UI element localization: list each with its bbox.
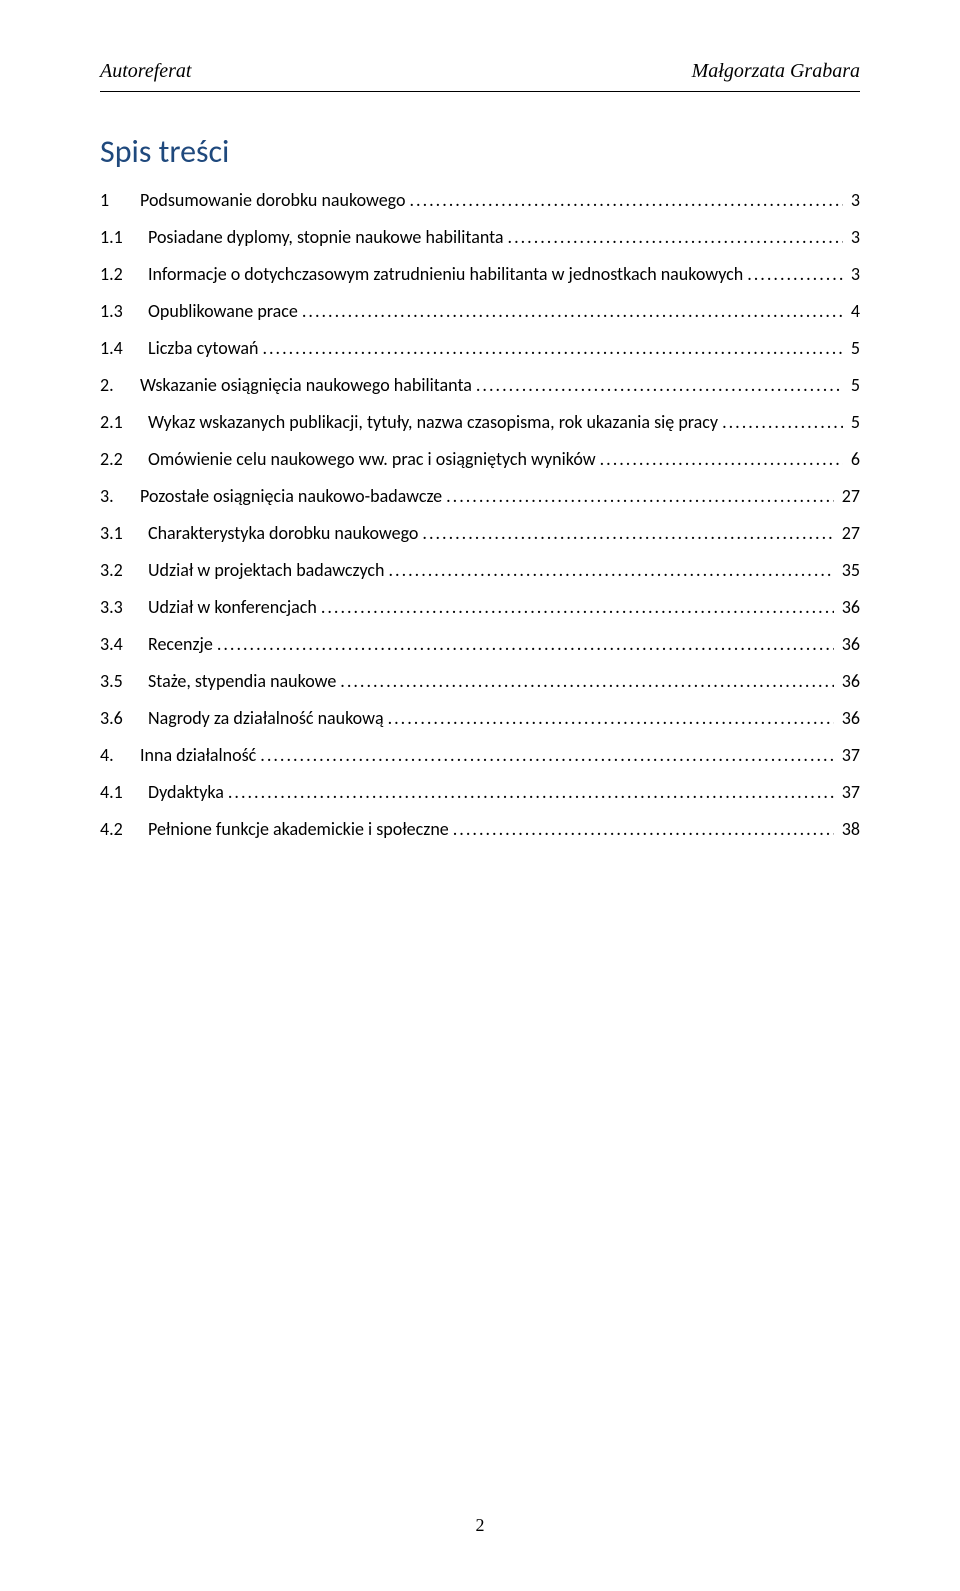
toc-entry: 3.3Udział w konferencjach 36: [100, 596, 860, 618]
toc-entry: 3.2Udział w projektach badawczych 35: [100, 559, 860, 581]
toc-entry-number: 1.2: [100, 263, 148, 285]
toc-entry: 4.2Pełnione funkcje akademickie i społec…: [100, 818, 860, 840]
toc-entry-leader: [747, 263, 843, 285]
toc-title: Spis treści: [100, 132, 860, 171]
toc-entry-page: 3: [847, 263, 860, 285]
toc-entry-page: 36: [838, 670, 860, 692]
toc-entry: 4.1Dydaktyka 37: [100, 781, 860, 803]
toc-entry-number: 3.5: [100, 670, 148, 692]
toc-entry-label: Udział w konferencjach: [148, 596, 317, 618]
toc-entry-page: 5: [847, 374, 860, 396]
toc-entry-label: Omówienie celu naukowego ww. prac i osią…: [148, 448, 596, 470]
toc-entry-label: Staże, stypendia naukowe: [148, 670, 336, 692]
toc-entry-label: Dydaktyka: [148, 781, 224, 803]
toc-entry-label: Pełnione funkcje akademickie i społeczne: [148, 818, 449, 840]
toc-entry-leader: [508, 226, 843, 248]
toc-entry: 3.4Recenzje 36: [100, 633, 860, 655]
toc-entry-label: Informacje o dotychczasowym zatrudnieniu…: [148, 263, 743, 285]
toc-entry-leader: [228, 781, 834, 803]
toc-entry-number: 3.6: [100, 707, 148, 729]
toc-entry-number: 1.3: [100, 300, 148, 322]
toc-entry: 3.5Staże, stypendia naukowe 36: [100, 670, 860, 692]
toc-entry-page: 27: [838, 522, 860, 544]
toc-entry-leader: [722, 411, 843, 433]
toc-entry-leader: [422, 522, 833, 544]
toc-entry-label: Wskazanie osiągnięcia naukowego habilita…: [140, 374, 472, 396]
toc-entry-label: Inna działalność: [140, 744, 256, 766]
toc-entry-page: 36: [838, 707, 860, 729]
toc-entry-leader: [262, 337, 842, 359]
toc-entry-label: Wykaz wskazanych publikacji, tytuły, naz…: [148, 411, 718, 433]
toc-entry-number: 1.1: [100, 226, 148, 248]
toc-entry-page: 38: [838, 818, 860, 840]
toc-entry-leader: [388, 707, 834, 729]
toc-entry-page: 3: [847, 226, 860, 248]
toc-entry-number: 2.1: [100, 411, 148, 433]
toc-entry-number: 1: [100, 189, 140, 211]
toc-entry-page: 5: [847, 411, 860, 433]
toc-entry-page: 35: [838, 559, 860, 581]
toc-entry-label: Recenzje: [148, 633, 213, 655]
toc-entry-page: 6: [847, 448, 860, 470]
toc-entry-number: 3.2: [100, 559, 148, 581]
toc-list: 1Podsumowanie dorobku naukowego31.1Posia…: [100, 189, 860, 840]
toc-entry: 1.1Posiadane dyplomy, stopnie naukowe ha…: [100, 226, 860, 248]
toc-entry-leader: [410, 189, 843, 211]
toc-entry: 2.Wskazanie osiągnięcia naukowego habili…: [100, 374, 860, 396]
toc-entry-label: Charakterystyka dorobku naukowego: [148, 522, 418, 544]
toc-entry-page: 4: [847, 300, 860, 322]
toc-entry: 3.Pozostałe osiągnięcia naukowo-badawcze…: [100, 485, 860, 507]
toc-entry-page: 27: [838, 485, 860, 507]
toc-entry-number: 1.4: [100, 337, 148, 359]
toc-entry-number: 4.: [100, 744, 140, 766]
toc-entry: 1Podsumowanie dorobku naukowego 3: [100, 189, 860, 211]
toc-entry-leader: [302, 300, 843, 322]
toc-entry-page: 3: [847, 189, 860, 211]
toc-entry-leader: [476, 374, 843, 396]
toc-entry: 2.2Omówienie celu naukowego ww. prac i o…: [100, 448, 860, 470]
header-divider: [100, 91, 860, 92]
toc-entry: 1.3Opublikowane prace 4: [100, 300, 860, 322]
toc-entry-label: Opublikowane prace: [148, 300, 298, 322]
toc-entry: 1.4Liczba cytowań 5: [100, 337, 860, 359]
toc-entry-label: Nagrody za działalność naukową: [148, 707, 384, 729]
toc-entry-number: 4.2: [100, 818, 148, 840]
toc-entry-page: 37: [838, 744, 860, 766]
toc-entry-leader: [260, 744, 833, 766]
toc-entry-page: 5: [847, 337, 860, 359]
toc-entry-number: 3.1: [100, 522, 148, 544]
toc-entry-number: 4.1: [100, 781, 148, 803]
toc-entry: 1.2Informacje o dotychczasowym zatrudnie…: [100, 263, 860, 285]
toc-entry-leader: [453, 818, 834, 840]
toc-entry-leader: [217, 633, 834, 655]
toc-entry-number: 3.3: [100, 596, 148, 618]
toc-entry-number: 3.4: [100, 633, 148, 655]
toc-entry-number: 3.: [100, 485, 140, 507]
toc-entry-leader: [321, 596, 834, 618]
header-right: Małgorzata Grabara: [692, 60, 860, 83]
page-number: 2: [0, 1515, 960, 1536]
toc-entry-label: Liczba cytowań: [148, 337, 258, 359]
page-header: Autoreferat Małgorzata Grabara: [100, 60, 860, 83]
toc-entry-label: Posiadane dyplomy, stopnie naukowe habil…: [148, 226, 504, 248]
toc-entry-leader: [600, 448, 843, 470]
toc-entry: 4.Inna działalność 37: [100, 744, 860, 766]
toc-entry-number: 2.: [100, 374, 140, 396]
toc-entry-page: 37: [838, 781, 860, 803]
toc-entry-leader: [446, 485, 834, 507]
toc-entry-label: Udział w projektach badawczych: [148, 559, 384, 581]
toc-entry: 2.1Wykaz wskazanych publikacji, tytuły, …: [100, 411, 860, 433]
toc-entry: 3.6Nagrody za działalność naukową 36: [100, 707, 860, 729]
toc-entry: 3.1Charakterystyka dorobku naukowego 27: [100, 522, 860, 544]
toc-entry-leader: [340, 670, 833, 692]
toc-entry-label: Pozostałe osiągnięcia naukowo-badawcze: [140, 485, 442, 507]
header-left: Autoreferat: [100, 60, 191, 83]
toc-entry-label: Podsumowanie dorobku naukowego: [140, 189, 406, 211]
toc-entry-page: 36: [838, 596, 860, 618]
toc-entry-leader: [388, 559, 833, 581]
toc-entry-number: 2.2: [100, 448, 148, 470]
toc-entry-page: 36: [838, 633, 860, 655]
